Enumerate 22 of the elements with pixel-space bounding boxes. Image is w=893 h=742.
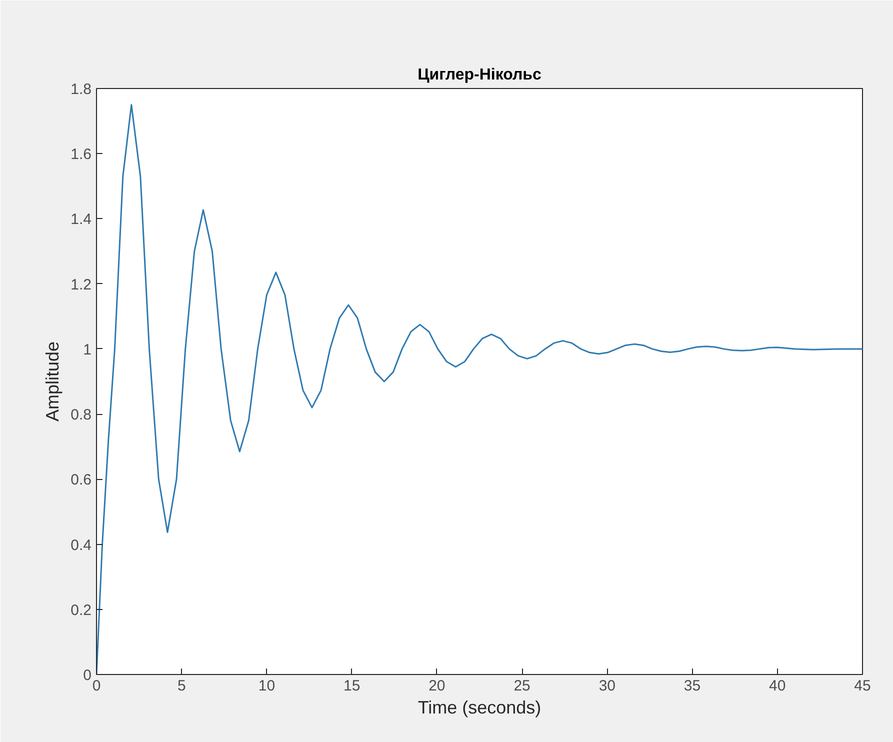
x-axis-title: Time (seconds)	[418, 698, 542, 718]
x-tick-label: 10	[258, 678, 276, 694]
x-tick-label: 35	[684, 678, 701, 694]
y-tick-label: 1.6	[70, 146, 92, 164]
y-tick-label: 1.2	[70, 276, 92, 294]
y-axis-title: Amplitude	[42, 341, 63, 422]
y-tick-label: 1	[83, 341, 92, 358]
x-tick-label: 45	[854, 678, 871, 694]
x-tick-label: 30	[598, 678, 616, 694]
x-tick-label: 5	[177, 678, 186, 694]
x-tick-label: 15	[343, 678, 360, 694]
y-tick-label: 0.8	[70, 406, 92, 424]
chart-title: Циглер-Нікольс	[418, 66, 542, 84]
x-tick-label: 40	[769, 678, 786, 694]
x-tick-label: 25	[514, 678, 530, 694]
y-tick-label: 0	[83, 667, 92, 684]
y-tick-label: 0.6	[70, 472, 92, 489]
x-tick-label: 20	[428, 678, 446, 694]
y-tick-label: 0.2	[70, 602, 92, 619]
y-tick-label: 1.8	[70, 81, 92, 98]
y-tick-label: 1.4	[70, 211, 92, 228]
y-tick-label: 0.4	[70, 536, 92, 554]
